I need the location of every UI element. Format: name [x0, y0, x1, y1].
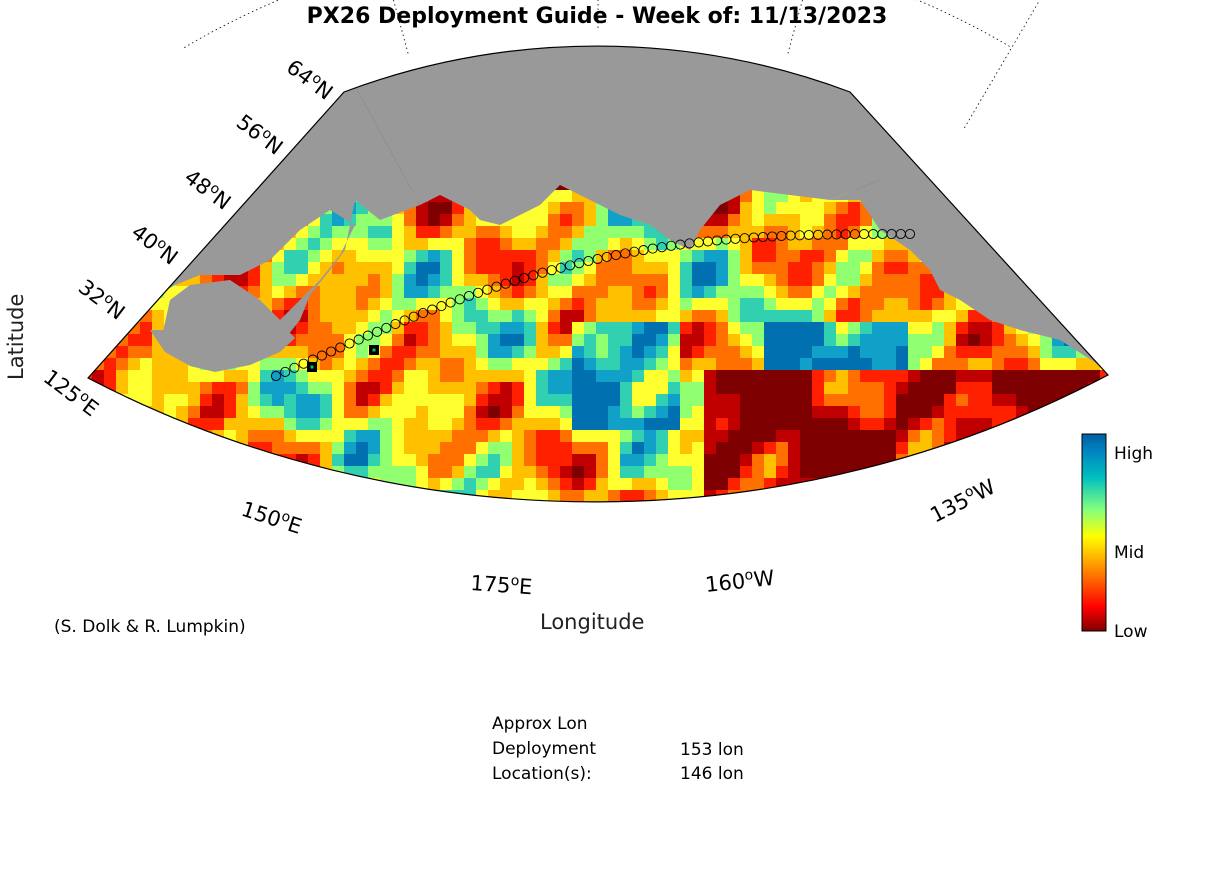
track-point	[335, 342, 346, 353]
map-title: PX26 Deployment Guide - Week of: 11/13/2…	[306, 4, 888, 29]
track-point	[436, 301, 447, 312]
track-point	[445, 297, 456, 308]
track-point	[463, 290, 475, 302]
track-point	[904, 228, 916, 240]
track-point	[353, 334, 364, 345]
track-point	[454, 294, 465, 305]
track-point	[473, 287, 484, 298]
track-point	[555, 262, 566, 273]
track-point	[390, 319, 401, 330]
land-bering-north	[330, 46, 880, 250]
track-point	[427, 304, 438, 315]
lon-tick-label: 175oE	[470, 570, 534, 599]
lon-tick-label: 160oW	[704, 565, 776, 597]
colorbar	[1081, 433, 1107, 632]
track-point	[270, 370, 282, 382]
track-point	[326, 346, 337, 357]
track-point	[491, 281, 502, 292]
track-point	[528, 270, 539, 281]
track-point	[509, 275, 520, 286]
track-point	[519, 272, 530, 284]
x-axis-title: Longitude	[540, 610, 645, 634]
track-point	[417, 308, 429, 319]
land-japan	[150, 328, 295, 372]
colorbar-low-label: Low	[1114, 622, 1148, 642]
track-point	[381, 322, 392, 333]
y-axis-title: Latitude	[4, 293, 28, 380]
lat-tick-label: 64oN	[282, 54, 338, 105]
track-point	[362, 330, 373, 341]
meridian-line	[963, 0, 1041, 130]
lat-tick-label: 32oN	[74, 274, 130, 325]
lon-tick-label: 150oE	[238, 496, 305, 539]
track-point	[408, 311, 419, 322]
lat-tick-label: 40oN	[127, 219, 183, 270]
meridian-line	[393, 0, 410, 56]
location-label: Location(s):	[492, 764, 592, 784]
track-point	[574, 258, 585, 269]
track-point	[482, 284, 493, 295]
track-point	[280, 366, 291, 377]
track-point	[500, 278, 511, 289]
track-point	[546, 265, 557, 276]
deployment-value-2: 146 lon	[680, 764, 744, 784]
track-point	[289, 362, 300, 373]
deployment-marker	[369, 345, 379, 355]
track-point	[372, 326, 383, 337]
track-point	[344, 338, 355, 349]
deployment-marker	[307, 362, 317, 372]
colorbar-mid-label: Mid	[1114, 543, 1145, 563]
track-point	[316, 350, 327, 361]
deployment-value-1: 153 lon	[680, 740, 744, 760]
deployment-label: Deployment	[492, 739, 596, 759]
meridian-line	[786, 0, 803, 56]
colorbar-high-label: High	[1114, 444, 1154, 464]
graticule	[184, 0, 1041, 130]
credit-text: (S. Dolk & R. Lumpkin)	[54, 617, 246, 637]
lat-tick-label: 48oN	[180, 164, 236, 215]
ship-track	[270, 228, 916, 382]
track-point	[564, 260, 576, 271]
lat-tick-label: 56oN	[232, 109, 288, 160]
track-point	[537, 267, 548, 278]
parallel-line	[184, 0, 1012, 48]
track-point	[399, 315, 410, 326]
lon-tick-label: 135oW	[926, 474, 999, 528]
deployment-heading: Approx Lon	[492, 714, 588, 734]
